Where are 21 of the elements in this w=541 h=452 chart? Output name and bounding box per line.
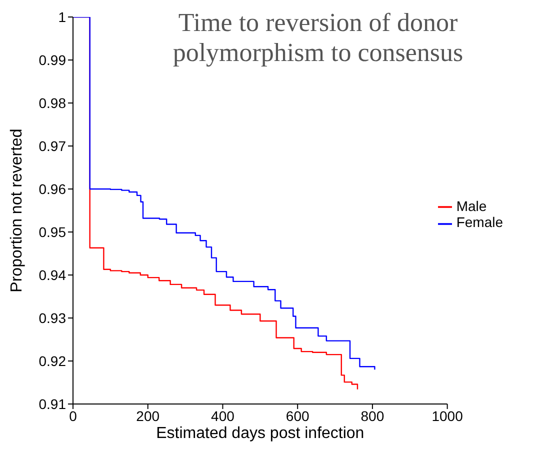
y-tick-label: 0.92 (38, 352, 66, 369)
x-axis-title: Estimated days post infection (156, 425, 364, 442)
y-axis-title: Proportion not reverted (8, 128, 26, 292)
x-tick-label: 800 (360, 408, 384, 424)
x-tick-label: 600 (286, 408, 310, 424)
x-tick-label: 1000 (432, 408, 464, 424)
x-tick-label: 400 (211, 408, 235, 424)
legend-label: Female (456, 214, 503, 230)
legend-label: Male (456, 198, 487, 214)
chart-title: Time to reversion of donor polymorphism to consensus (172, 8, 464, 68)
y-tick-label: 0.93 (38, 310, 66, 326)
y-tick-label: 0.91 (38, 396, 66, 412)
y-tick-label: 1 (58, 8, 66, 25)
y-tick-label: 0.97 (38, 138, 66, 154)
y-tick-label: 0.94 (38, 266, 66, 283)
y-tick-label: 0.95 (38, 224, 66, 240)
y-tick-label: 0.99 (38, 52, 66, 68)
x-tick-label: 0 (69, 408, 78, 424)
x-tick-label: 200 (136, 408, 160, 424)
y-tick-label: 0.98 (38, 94, 66, 111)
y-tick-label: 0.96 (38, 180, 66, 197)
